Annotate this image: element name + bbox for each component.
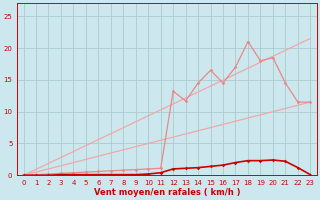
X-axis label: Vent moyen/en rafales ( km/h ): Vent moyen/en rafales ( km/h ) bbox=[94, 188, 240, 197]
